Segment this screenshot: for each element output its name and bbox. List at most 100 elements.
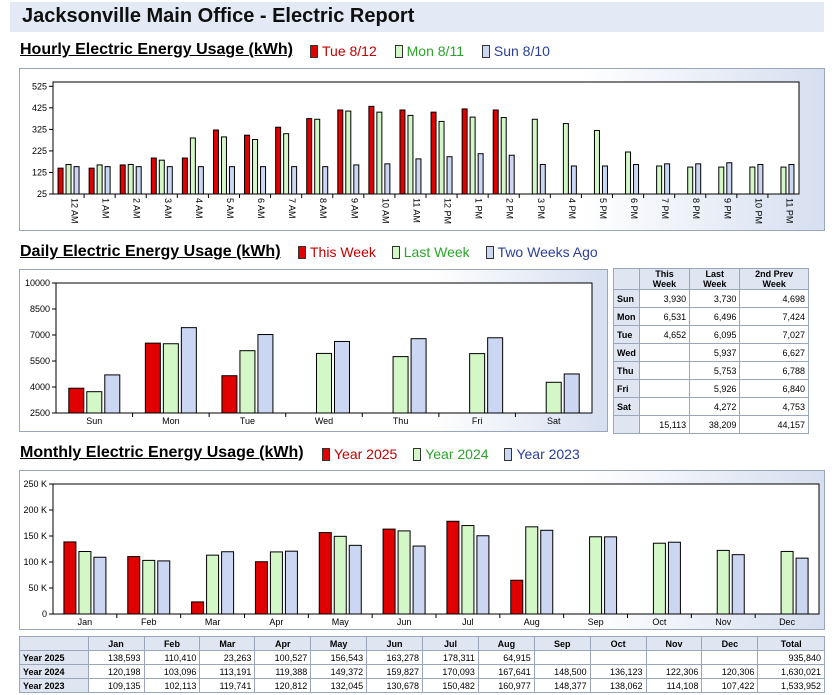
bar	[539, 163, 546, 195]
table-cell	[638, 343, 691, 362]
table-cell: 150,482	[422, 678, 479, 693]
table-cell	[638, 361, 691, 380]
table-row: Sat 4,272 4,753	[613, 397, 809, 416]
column-header: 2nd Prev Week	[739, 268, 809, 290]
legend-swatch	[504, 448, 513, 461]
table-cell: 1,533,952	[757, 678, 825, 693]
bar	[96, 164, 103, 195]
bar	[687, 166, 694, 195]
table-cell: 107,422	[701, 678, 759, 693]
bar	[189, 137, 196, 195]
bar	[337, 109, 344, 195]
y-tick-label: 200 K	[23, 505, 47, 515]
table-cell: 178,311	[422, 650, 479, 665]
report-header: Jacksonville Main Office - Electric Repo…	[10, 2, 824, 32]
x-tick-label: 2 PM	[505, 198, 515, 219]
table-cell: 23,263	[199, 650, 256, 665]
bar	[604, 536, 618, 615]
table-cell: 6,095	[689, 325, 741, 344]
table-row: Tue 4,652 6,095 7,027	[613, 325, 809, 344]
table-cell	[638, 397, 691, 416]
bar	[545, 381, 562, 414]
x-tick-label: 11 PM	[784, 198, 794, 223]
row-header: Fri	[613, 379, 640, 398]
table-cell: 130,678	[366, 678, 423, 693]
legend-swatch	[481, 45, 490, 58]
bar	[291, 166, 298, 195]
table-cell: 120,198	[87, 664, 145, 679]
y-tick-label: 25	[37, 189, 47, 199]
legend-label: This Week	[310, 244, 376, 260]
column-header: Last Week	[689, 268, 741, 290]
table-cell: 138,062	[589, 678, 647, 693]
table-row: Wed 5,937 6,627	[613, 343, 809, 362]
column-header: This Week	[638, 268, 691, 290]
x-tick-label: Tue	[240, 416, 255, 426]
table-cell: 119,741	[199, 678, 256, 693]
row-header	[613, 415, 640, 434]
bar	[780, 166, 787, 195]
bar	[438, 120, 445, 195]
x-tick-label: Jul	[462, 617, 474, 627]
row-header: Mon	[613, 307, 640, 326]
table-cell: 170,093	[422, 664, 479, 679]
bar	[158, 159, 165, 195]
table-cell: 64,915	[477, 650, 535, 665]
table-cell: 5,937	[689, 343, 741, 362]
row-header: Year 2024	[19, 664, 89, 679]
table-cell: 149,372	[310, 664, 368, 679]
bar	[525, 526, 539, 615]
bar	[86, 391, 103, 414]
table-cell: 15,113	[638, 415, 691, 434]
table-cell: 7,424	[739, 307, 809, 326]
legend-item-sun: Sun 8/10	[481, 43, 550, 59]
bar	[795, 557, 809, 615]
x-tick-label: 7 AM	[287, 198, 297, 219]
bar	[104, 374, 121, 414]
x-tick-label: 12 PM	[443, 198, 453, 224]
table-cell: 4,753	[739, 397, 809, 416]
column-header: Jan	[87, 636, 145, 651]
plot-area	[52, 483, 820, 615]
bar	[476, 535, 490, 615]
bar	[65, 163, 72, 195]
bar	[652, 542, 666, 615]
y-tick-label: 0	[42, 609, 47, 619]
bar	[397, 530, 411, 615]
bar	[407, 114, 414, 195]
x-tick-label: 11 AM	[411, 198, 421, 223]
legend-label: Two Weeks Ago	[497, 244, 598, 260]
table-cell: 148,500	[533, 664, 591, 679]
table-cell: 120,306	[701, 664, 759, 679]
column-header	[19, 636, 89, 651]
daily-chart-panel: 2500 4000 5500 7000 8500 10000 Sun Mon Tue Wed Thu…	[19, 269, 608, 432]
y-tick-label: 5500	[30, 356, 50, 366]
table-header-row: Jan Feb Mar Apr May Jun Jul Aug Sep Oct Nov Dec Tota…	[19, 636, 825, 651]
bar	[500, 117, 507, 195]
bar	[563, 373, 580, 414]
bar	[667, 541, 681, 615]
y-tick-label: 2500	[30, 408, 50, 418]
bar	[718, 166, 725, 195]
table-cell: 113,191	[199, 664, 256, 679]
bar	[254, 561, 268, 615]
x-tick-label: 5 PM	[598, 198, 608, 219]
bar	[487, 337, 504, 414]
legend-swatch	[391, 246, 400, 259]
bar	[221, 375, 238, 414]
bar	[68, 387, 85, 414]
legend-label: Sun 8/10	[493, 43, 550, 59]
bar	[461, 108, 468, 195]
column-header: Dec	[701, 636, 759, 651]
y-tick-label: 425	[32, 103, 47, 113]
legend-swatch	[298, 246, 306, 259]
bar	[162, 343, 179, 414]
x-tick-label: Wed	[315, 416, 333, 426]
bar	[593, 129, 600, 195]
x-tick-label: 4 PM	[567, 198, 577, 219]
x-tick-label: Sat	[547, 416, 561, 426]
bar	[316, 352, 332, 414]
column-header	[613, 268, 640, 290]
bar	[410, 338, 427, 414]
y-tick-label: 250 K	[23, 479, 47, 489]
